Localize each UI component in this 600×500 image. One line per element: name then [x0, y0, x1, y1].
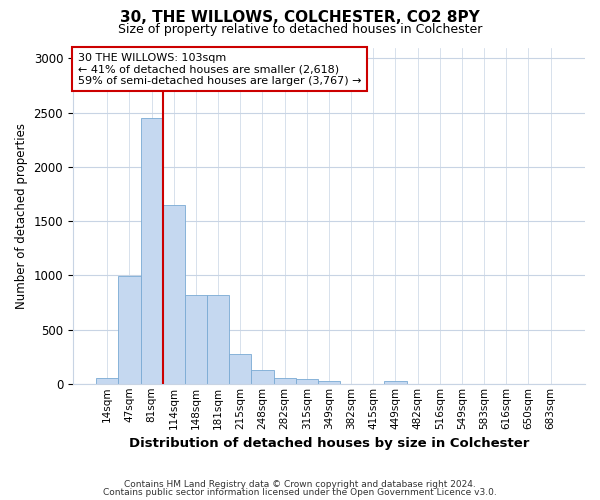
Bar — [207, 295, 229, 384]
Bar — [229, 354, 251, 384]
Text: Size of property relative to detached houses in Colchester: Size of property relative to detached ho… — [118, 22, 482, 36]
Bar — [118, 276, 140, 384]
Text: 30, THE WILLOWS, COLCHESTER, CO2 8PY: 30, THE WILLOWS, COLCHESTER, CO2 8PY — [120, 10, 480, 25]
Bar — [185, 295, 207, 384]
Text: 30 THE WILLOWS: 103sqm
← 41% of detached houses are smaller (2,618)
59% of semi-: 30 THE WILLOWS: 103sqm ← 41% of detached… — [78, 52, 362, 86]
Bar — [140, 118, 163, 384]
Bar — [385, 380, 407, 384]
Y-axis label: Number of detached properties: Number of detached properties — [15, 122, 28, 308]
Bar — [251, 370, 274, 384]
Bar — [296, 380, 318, 384]
Bar — [274, 378, 296, 384]
X-axis label: Distribution of detached houses by size in Colchester: Distribution of detached houses by size … — [129, 437, 529, 450]
Bar — [96, 378, 118, 384]
Bar — [163, 205, 185, 384]
Text: Contains public sector information licensed under the Open Government Licence v3: Contains public sector information licen… — [103, 488, 497, 497]
Bar — [318, 380, 340, 384]
Text: Contains HM Land Registry data © Crown copyright and database right 2024.: Contains HM Land Registry data © Crown c… — [124, 480, 476, 489]
